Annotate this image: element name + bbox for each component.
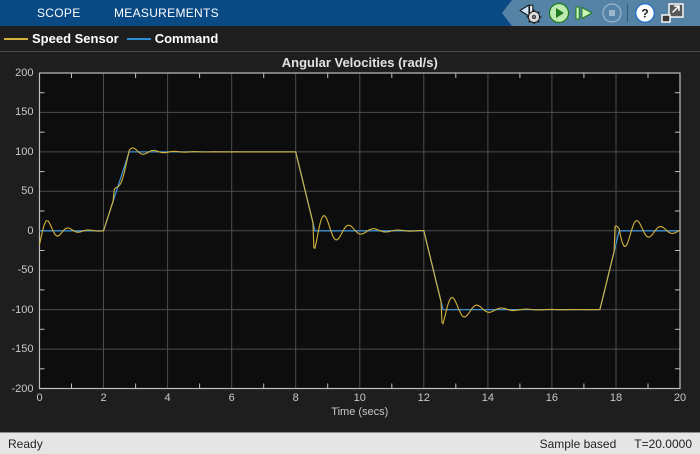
svg-text:?: ? [641, 7, 648, 21]
